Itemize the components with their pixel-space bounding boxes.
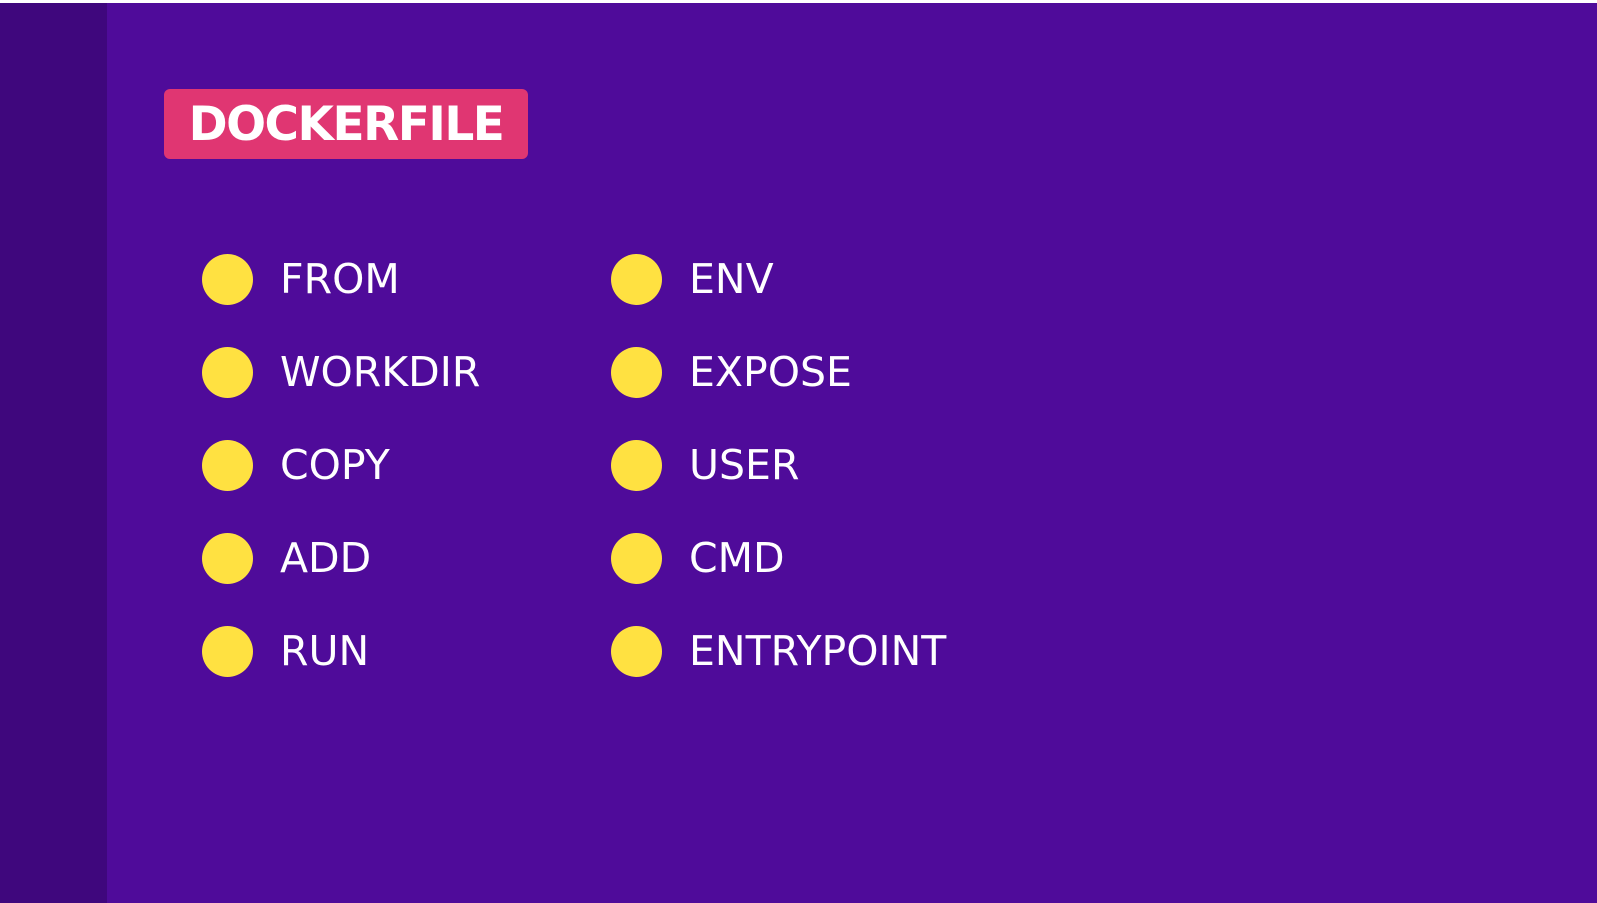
list-item: ENTRYPOINT <box>611 625 946 677</box>
bullet-dot-icon <box>202 346 253 398</box>
instruction-label: USER <box>689 440 800 489</box>
bullet-dot-icon <box>611 532 662 584</box>
list-item: ADD <box>202 532 480 584</box>
instruction-label: COPY <box>280 440 390 489</box>
instruction-label: RUN <box>280 626 370 675</box>
instruction-label: EXPOSE <box>689 347 852 396</box>
instruction-label: CMD <box>689 533 785 582</box>
list-item: CMD <box>611 532 946 584</box>
bullet-dot-icon <box>202 439 253 491</box>
bullet-dot-icon <box>611 346 662 398</box>
slide: DOCKERFILE FROM WORKDIR COPY ADD RUN ENV <box>0 3 1597 903</box>
instruction-label: ADD <box>280 533 372 582</box>
bullet-dot-icon <box>611 625 662 677</box>
instruction-label: FROM <box>280 254 400 303</box>
bullet-dot-icon <box>611 439 662 491</box>
slide-title: DOCKERFILE <box>188 96 505 152</box>
bullet-dot-icon <box>611 253 662 305</box>
instruction-label: WORKDIR <box>280 347 481 396</box>
list-item: WORKDIR <box>202 346 480 398</box>
bullet-dot-icon <box>202 532 253 584</box>
instruction-column-2: ENV EXPOSE USER CMD ENTRYPOINT <box>611 253 946 718</box>
list-item: COPY <box>202 439 480 491</box>
list-item: USER <box>611 439 946 491</box>
instruction-label: ENTRYPOINT <box>689 626 947 675</box>
title-badge: DOCKERFILE <box>164 89 528 159</box>
list-item: EXPOSE <box>611 346 946 398</box>
instruction-label: ENV <box>689 254 774 303</box>
list-item: ENV <box>611 253 946 305</box>
bullet-dot-icon <box>202 253 253 305</box>
left-accent-band <box>0 3 107 903</box>
instruction-column-1: FROM WORKDIR COPY ADD RUN <box>202 253 480 718</box>
bullet-dot-icon <box>202 625 253 677</box>
list-item: RUN <box>202 625 480 677</box>
list-item: FROM <box>202 253 480 305</box>
